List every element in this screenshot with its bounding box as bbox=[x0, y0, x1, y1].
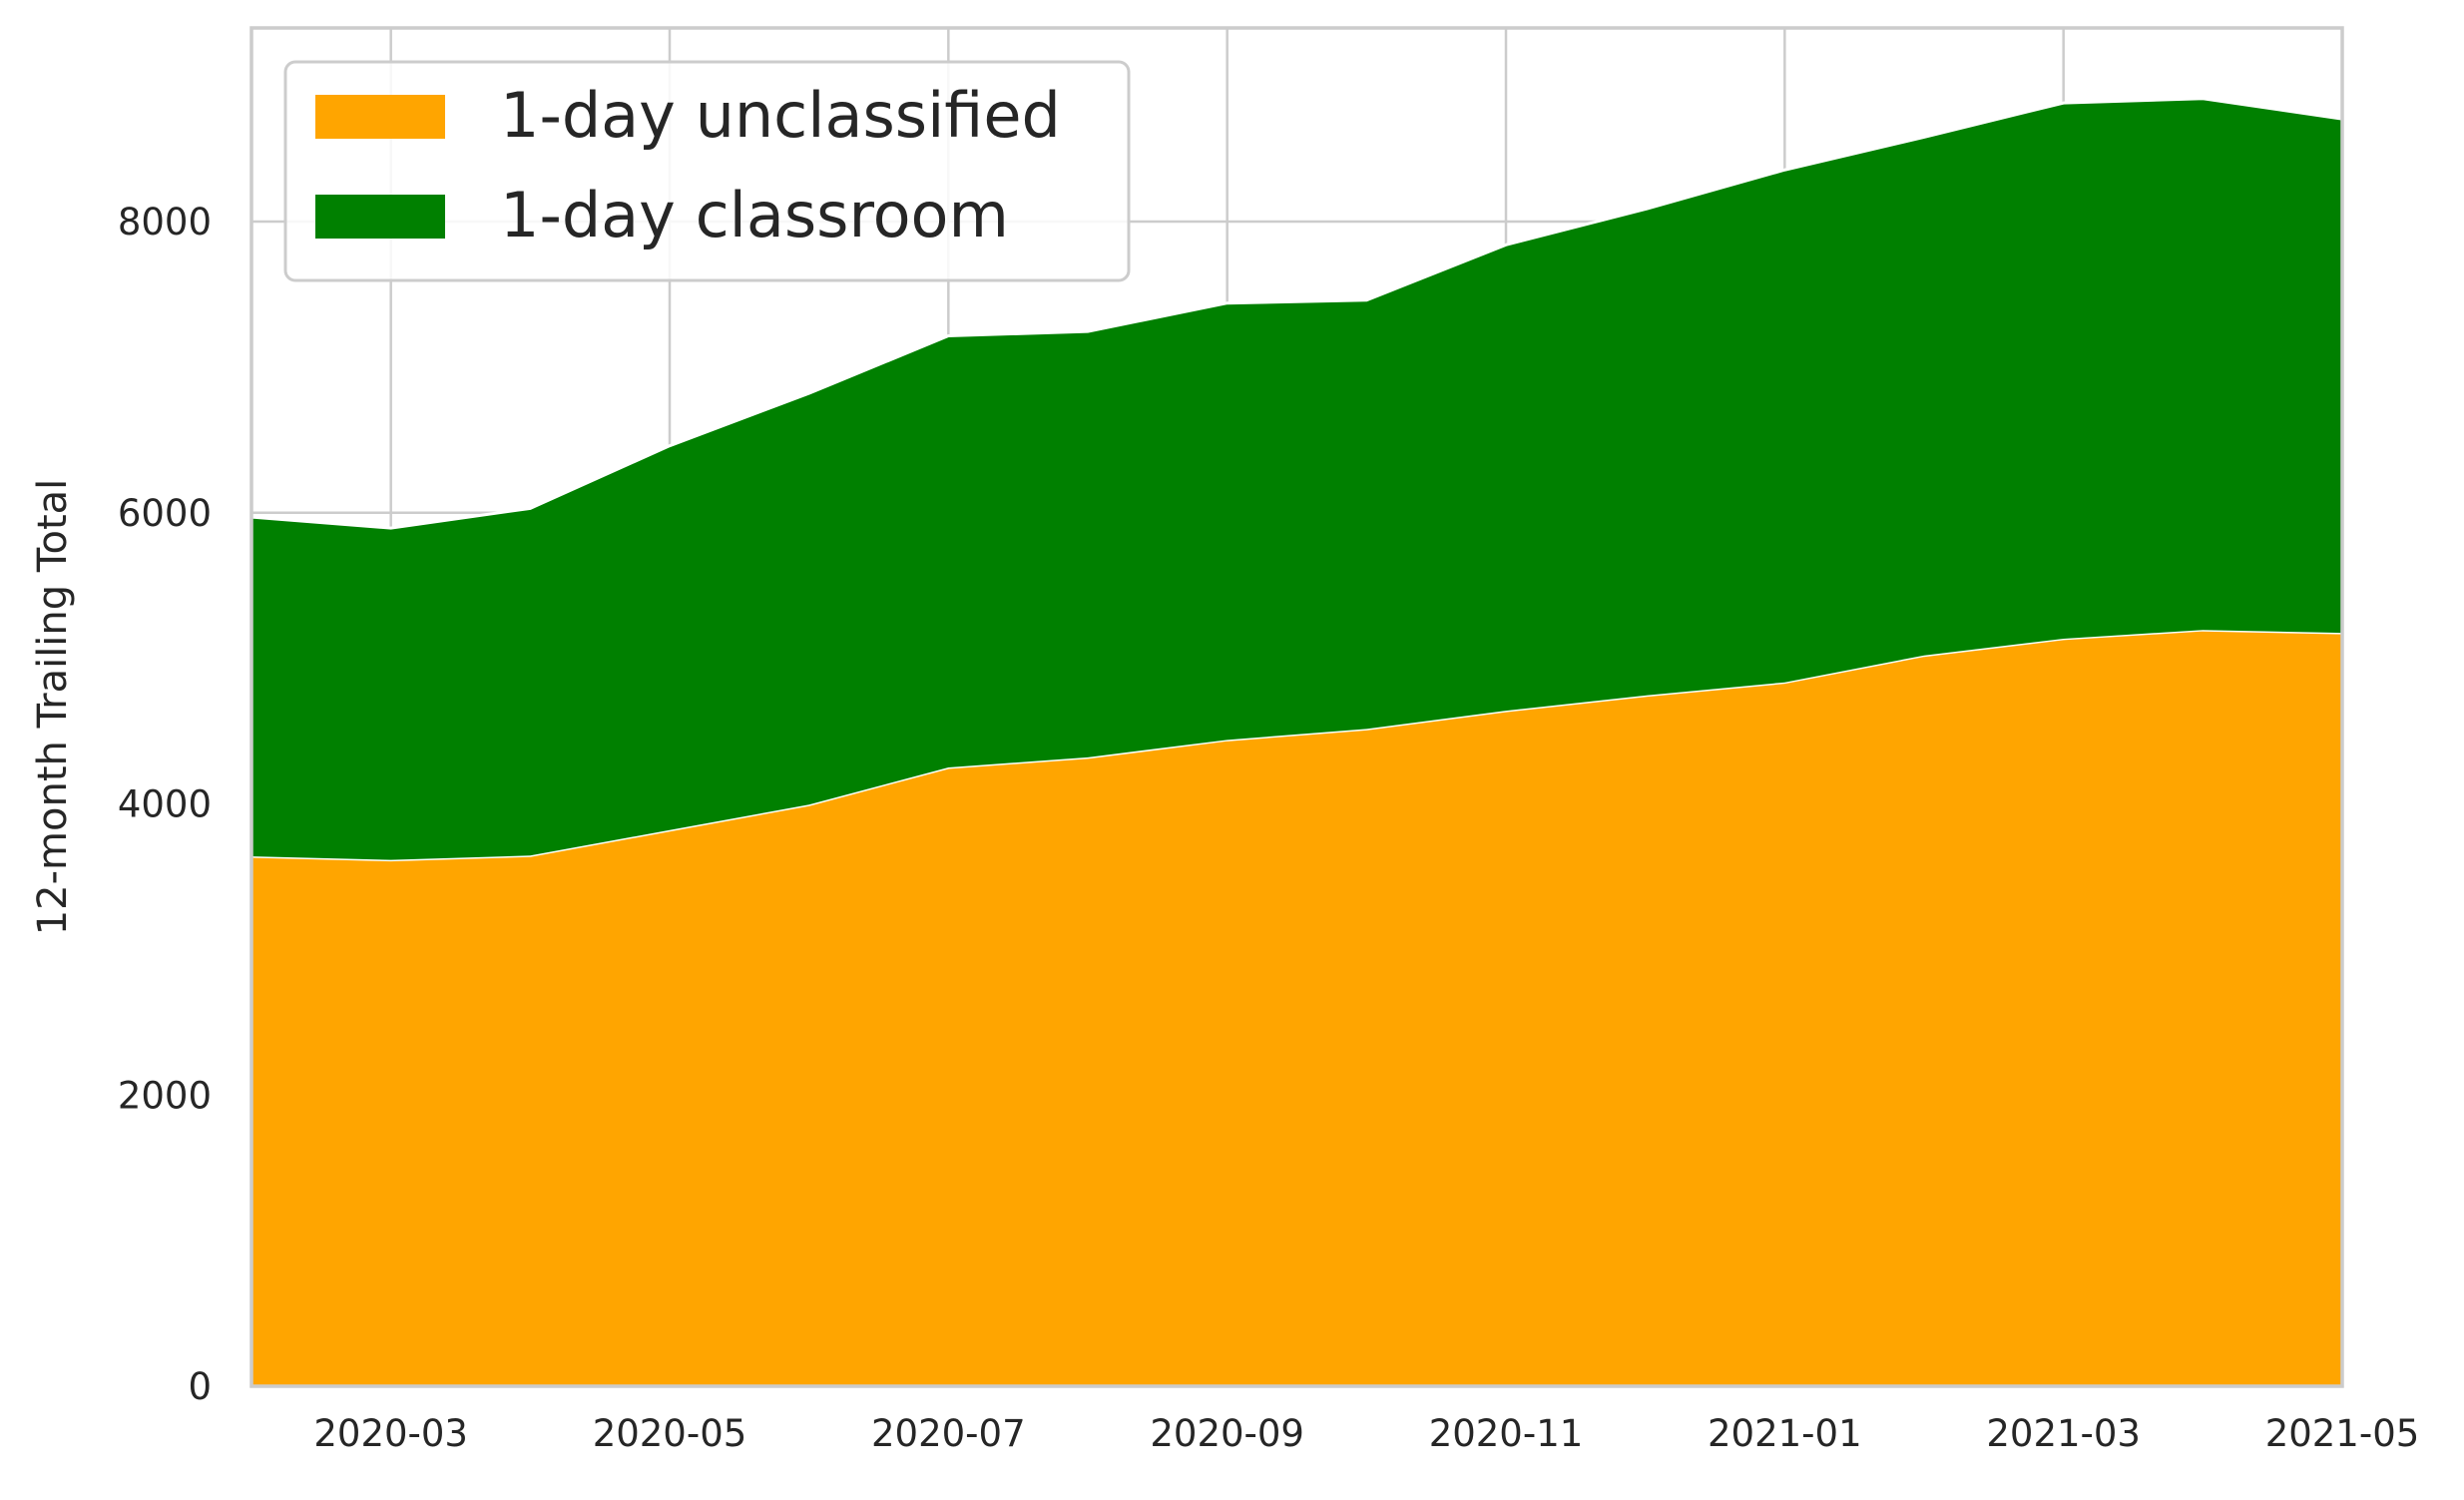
x-tick-label: 2020-07 bbox=[871, 1412, 1026, 1455]
legend-swatch bbox=[315, 95, 445, 139]
y-tick-label: 0 bbox=[188, 1365, 212, 1408]
axes-frame bbox=[249, 26, 2344, 1388]
y-axis-label: 12-month Trailing Total bbox=[30, 479, 76, 936]
x-tick-label: 2020-09 bbox=[1150, 1412, 1304, 1455]
x-tick-label: 2021-01 bbox=[1708, 1412, 1862, 1455]
area-series-1 bbox=[251, 630, 2342, 1386]
area-edge-series-2 bbox=[250, 97, 2343, 530]
legend-box bbox=[283, 60, 1131, 282]
y-tick-label: 2000 bbox=[118, 1074, 212, 1117]
area-layer bbox=[250, 97, 2343, 1386]
x-tick-label: 2021-05 bbox=[2265, 1412, 2420, 1455]
y-tick-label: 4000 bbox=[118, 783, 212, 826]
legend-label: 1-day classroom bbox=[500, 179, 1009, 251]
x-tick-label: 2020-03 bbox=[313, 1412, 468, 1455]
tick-labels: 2020-03 2020-05 2020-07 2020-09 2020-11 2021-… bbox=[118, 201, 2419, 1455]
x-tick-label: 2021-03 bbox=[1986, 1412, 2141, 1455]
legend-swatch bbox=[315, 195, 445, 239]
area-series-2 bbox=[251, 98, 2342, 860]
y-tick-label: 6000 bbox=[118, 492, 212, 535]
plot-frame bbox=[249, 26, 2344, 1388]
legend-label: 1-day unclassified bbox=[500, 79, 1061, 152]
x-tick-label: 2020-11 bbox=[1429, 1412, 1584, 1455]
legend: 1-day unclassified 1-day classroom bbox=[283, 60, 1131, 282]
x-tick-label: 2020-05 bbox=[593, 1412, 747, 1455]
y-tick-label: 8000 bbox=[118, 201, 212, 244]
